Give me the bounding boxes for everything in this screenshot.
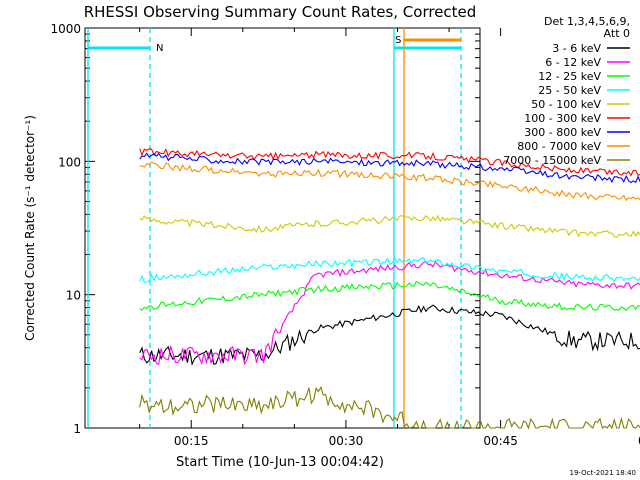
series-line-4 — [139, 214, 640, 238]
legend-label: 12 - 25 keV — [538, 70, 601, 83]
series-line-1 — [139, 260, 640, 366]
series-line-5 — [139, 148, 640, 177]
annotation-label: S — [395, 35, 401, 46]
series-line-0 — [139, 304, 640, 366]
y-axis-label: Corrected Count Rate (s⁻¹ detector⁻¹) — [23, 115, 37, 341]
series-line-7 — [139, 161, 640, 202]
x-axis-label: Start Time (10-Jun-13 00:04:42) — [176, 455, 384, 470]
x-tick-label: 01:00 — [638, 434, 640, 448]
legend-label: 800 - 7000 keV — [517, 140, 601, 153]
series-line-2 — [139, 280, 640, 312]
x-tick-label: 00:45 — [483, 434, 518, 448]
series-line-3 — [139, 256, 640, 283]
legend-label: 3 - 6 keV — [552, 42, 601, 55]
legend-label: 6 - 12 keV — [545, 56, 601, 69]
x-tick-label: 00:15 — [174, 434, 209, 448]
x-tick-label: 00:30 — [329, 434, 364, 448]
y-tick-label: 1 — [73, 422, 81, 436]
y-tick-label: 10 — [66, 289, 81, 303]
legend-header-line2: Att 0 — [604, 27, 630, 40]
plot-frame — [84, 27, 481, 429]
orbit-markers: NS — [87, 28, 462, 428]
y-tick-label: 1000 — [50, 22, 81, 36]
legend-label: 50 - 100 keV — [531, 98, 601, 111]
legend-label: 25 - 50 keV — [538, 84, 601, 97]
series-line-6 — [139, 152, 640, 184]
legend-header-line1: Det 1,3,4,5,6,9, — [544, 15, 630, 28]
annotation-label: N — [156, 43, 163, 54]
legend-label: 300 - 800 keV — [524, 126, 601, 139]
chart-title: RHESSI Observing Summary Count Rates, Co… — [84, 3, 477, 21]
data-series — [139, 148, 640, 430]
legend-label: 7000 - 15000 keV — [503, 154, 601, 167]
y-tick-label: 100 — [58, 155, 81, 169]
series-line-8 — [139, 386, 640, 430]
footer-timestamp: 19-Oct-2021 18:40 — [570, 469, 636, 477]
legend-label: 100 - 300 keV — [524, 112, 601, 125]
